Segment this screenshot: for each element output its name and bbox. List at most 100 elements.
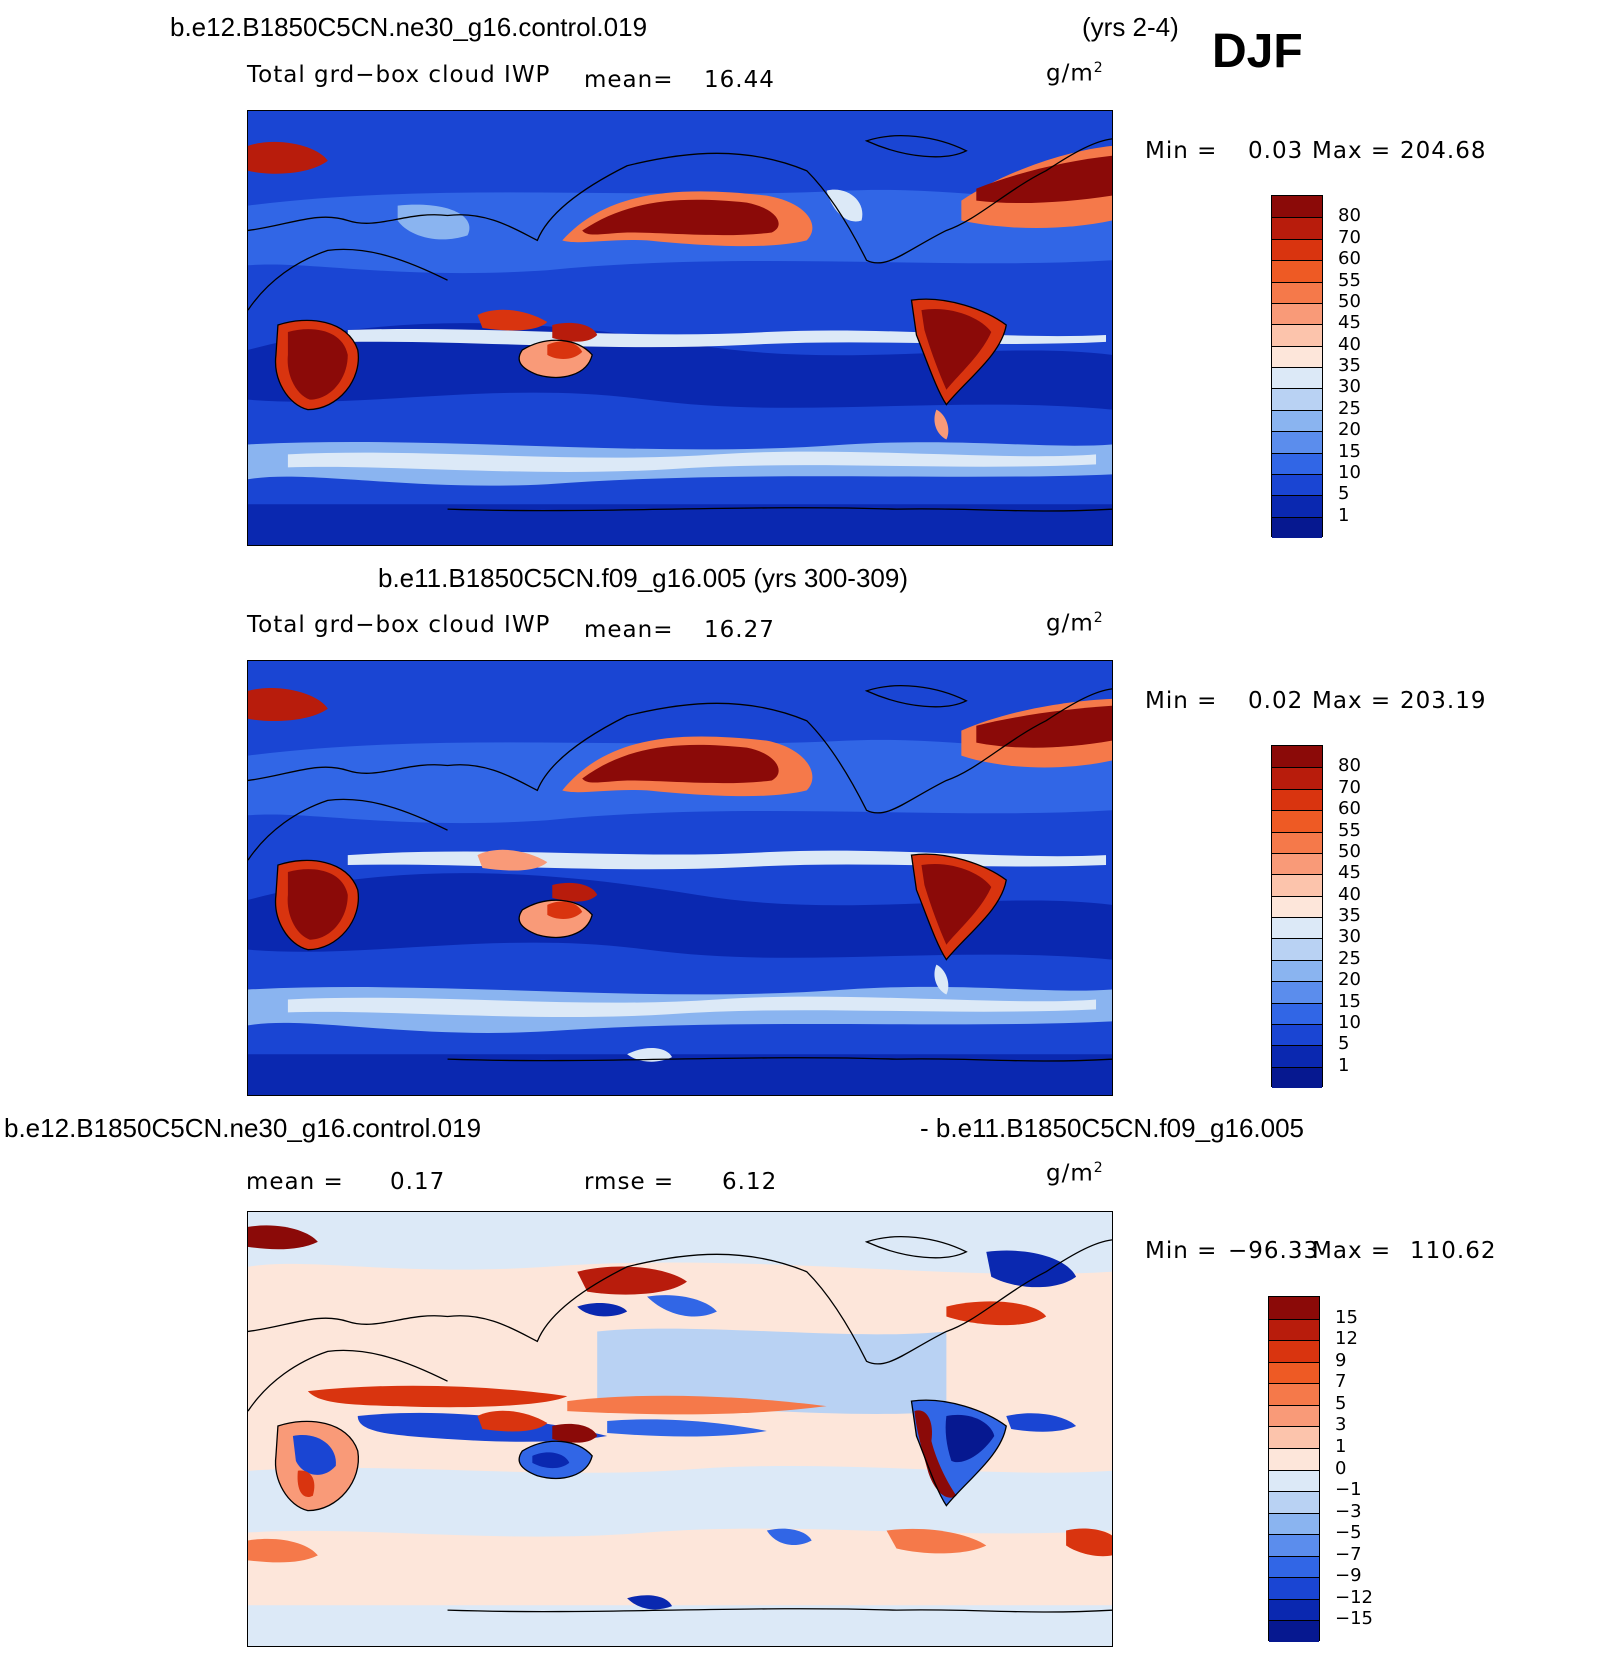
colorbar-tick-label: 7 [1335,1371,1347,1393]
panel3-max-value: 110.62 [1410,1238,1497,1264]
colorbar-swatch [1272,1023,1322,1046]
colorbar-swatch [1269,1361,1319,1384]
colorbar-tick-label: 5 [1335,1392,1347,1414]
panel3-mean-value: 0.17 [390,1169,446,1195]
colorbar-tick-label: 70 [1338,776,1361,798]
panel2-max-value: 203.19 [1400,688,1487,714]
colorbar-swatch [1272,1002,1322,1024]
panel3-map [247,1211,1113,1647]
panel1-variable: Total grd−box cloud IWP [247,62,551,88]
colorbar-swatch [1272,938,1322,960]
colorbar-tick-label: 12 [1335,1328,1358,1350]
panel3-min-label: Min = [1145,1238,1218,1264]
colorbar-swatch [1269,1512,1319,1535]
colorbar-tick-label: 0 [1335,1457,1347,1479]
colorbar-tick-label: 60 [1338,248,1361,270]
panel3-mean-label: mean = [246,1169,344,1195]
colorbar-tick-label: 80 [1338,755,1361,777]
colorbar-tick-label: 15 [1335,1306,1358,1328]
colorbar-tick-label: −5 [1335,1522,1362,1544]
panel2-colorbar-swatches [1271,745,1323,1088]
colorbar-swatch [1272,746,1322,768]
colorbar-swatch [1272,1066,1322,1088]
colorbar-swatch [1272,981,1322,1003]
panel3-units: g/m2 [1046,1160,1104,1187]
panel3-map-field [248,1212,1112,1646]
colorbar-swatch [1272,767,1322,789]
colorbar-tick-label: 20 [1338,969,1361,991]
colorbar-tick-label: 80 [1338,205,1361,227]
colorbar-swatch [1272,367,1322,389]
panel3-colorbar-swatches [1268,1296,1320,1642]
colorbar-swatch [1272,831,1322,853]
panel1-mean-label: mean= [584,67,674,93]
colorbar-swatch [1272,810,1322,832]
colorbar-swatch [1272,874,1322,896]
panel1-units: g/m2 [1046,60,1104,87]
panel3-rmse-label: rmse = [584,1169,675,1195]
colorbar-swatch [1272,345,1322,367]
panel3-max-label: Max = [1312,1238,1392,1264]
panel1-max-label: Max = [1312,138,1392,164]
colorbar-tick-label: 15 [1338,990,1361,1012]
colorbar-swatch [1269,1426,1319,1448]
panel2-min-value: 0.02 [1248,688,1304,714]
panel2-mean-value: 16.27 [704,617,775,643]
colorbar-swatch [1272,388,1322,410]
colorbar-tick-label: 25 [1338,397,1361,419]
colorbar-swatch [1272,324,1322,346]
colorbar-swatch [1269,1598,1319,1621]
colorbar-swatch [1272,217,1322,239]
colorbar-swatch [1272,302,1322,325]
colorbar-tick-label: 70 [1338,226,1361,248]
season-label: DJF [1212,25,1303,78]
panel3-case-left: b.e12.B1850C5CN.ne30_g16.control.019 [4,1113,482,1143]
colorbar-tick-label: 35 [1338,355,1361,376]
colorbar-swatch [1269,1534,1319,1556]
panel2-min-label: Min = [1145,688,1218,714]
panel1-mean-value: 16.44 [704,67,775,93]
panel1-colorbar-labels: 80 70 60 55 50 45 40 35 30 25 20 15 10 5 1 [1338,195,1398,537]
colorbar-tick-label: 30 [1338,926,1361,948]
colorbar-swatch [1272,473,1322,496]
panel3-rmse-value: 6.12 [722,1169,778,1195]
panel2-mean-label: mean= [584,617,674,643]
colorbar-swatch [1272,917,1322,939]
colorbar-tick-label: 55 [1338,269,1361,291]
colorbar-tick-label: 1 [1338,1054,1350,1076]
panel1-colorbar [1271,195,1323,538]
panel1-colorbar-swatches [1271,195,1323,538]
colorbar-swatch [1272,238,1322,261]
colorbar-tick-label: −1 [1335,1479,1362,1501]
colorbar-swatch [1269,1297,1319,1319]
colorbar-swatch [1272,452,1322,474]
colorbar-swatch [1272,895,1322,917]
colorbar-tick-label: 5 [1338,1033,1350,1055]
colorbar-tick-label: 9 [1335,1349,1347,1371]
colorbar-tick-label: 5 [1338,483,1350,505]
panel2-max-label: Max = [1312,688,1392,714]
colorbar-swatch [1269,1555,1319,1578]
colorbar-tick-label: −15 [1335,1608,1373,1630]
colorbar-tick-label: 10 [1338,1011,1361,1033]
colorbar-tick-label: 60 [1338,798,1361,820]
colorbar-tick-label: 25 [1338,947,1361,969]
panel2-case-title: b.e11.B1850C5CN.f09_g16.005 (yrs 300-309… [378,563,908,593]
colorbar-swatch [1269,1447,1319,1470]
colorbar-tick-label: 15 [1338,440,1361,462]
colorbar-tick-label: 35 [1338,905,1361,926]
panel1-case-title: b.e12.B1850C5CN.ne30_g16.control.019 [170,12,648,42]
colorbar-swatch [1269,1340,1319,1362]
panel2-colorbar [1271,745,1323,1088]
panel2-units: g/m2 [1046,610,1104,637]
colorbar-swatch [1272,431,1322,453]
colorbar-tick-label: 30 [1338,376,1361,398]
colorbar-swatch [1269,1383,1319,1405]
colorbar-swatch [1269,1577,1319,1599]
panel3-case-right: - b.e11.B1850C5CN.f09_g16.005 [920,1113,1305,1143]
colorbar-tick-label: 20 [1338,419,1361,441]
colorbar-swatch [1272,196,1322,218]
colorbar-swatch [1269,1469,1319,1492]
panel1-max-value: 204.68 [1400,138,1487,164]
panel1-min-label: Min = [1145,138,1218,164]
